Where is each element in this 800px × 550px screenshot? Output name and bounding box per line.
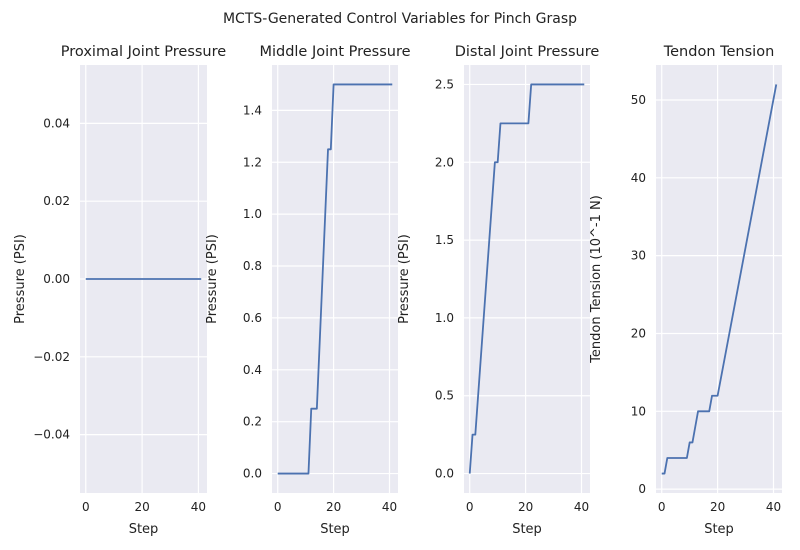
- y-tick-label: 0.4: [243, 363, 262, 377]
- figure-title: MCTS-Generated Control Variables for Pin…: [223, 11, 577, 27]
- y-tick-label: −0.02: [33, 350, 70, 364]
- x-tick-label: 0: [274, 500, 282, 514]
- y-tick-label: 0.0: [435, 467, 454, 481]
- y-tick-label: 0.00: [43, 272, 70, 286]
- y-tick-label: 1.0: [435, 311, 454, 325]
- y-tick-label: 0.04: [43, 116, 70, 130]
- y-tick-label: 0.02: [43, 194, 70, 208]
- x-axis-label: Step: [129, 522, 159, 537]
- y-tick-label: 1.0: [243, 207, 262, 221]
- x-axis-label: Step: [704, 522, 734, 537]
- y-axis-label: Pressure (PSI): [205, 234, 220, 324]
- y-tick-label: 2.5: [435, 77, 454, 91]
- plot-area: [656, 65, 782, 493]
- y-tick-label: 0.2: [243, 415, 262, 429]
- y-tick-label: 50: [631, 93, 646, 107]
- y-tick-label: 10: [631, 404, 646, 418]
- y-tick-label: 0.0: [243, 467, 262, 481]
- panel-title: Distal Joint Pressure: [455, 44, 600, 60]
- chart-panel-4: 0 20 40 0 10 20 30 40 50 Tendon Tension Step Tendon…: [589, 44, 782, 537]
- x-tick-label: 20: [710, 500, 725, 514]
- y-axis-label: Pressure (PSI): [13, 234, 28, 324]
- chart-panel-1: 0 20 40 −0.04 −0.02 0.00 0.02 0.04 Proximal Join…: [13, 44, 226, 537]
- y-tick-label: 1.2: [243, 155, 262, 169]
- y-tick-label: 0.8: [243, 259, 262, 273]
- x-tick-label: 0: [82, 500, 90, 514]
- plot-area: [272, 65, 398, 493]
- x-tick-label: 20: [518, 500, 533, 514]
- y-tick-label: 20: [631, 326, 646, 340]
- x-tick-label: 0: [466, 500, 474, 514]
- x-tick-label: 20: [134, 500, 149, 514]
- y-tick-label: 1.4: [243, 103, 262, 117]
- x-axis-label: Step: [512, 522, 542, 537]
- x-tick-label: 40: [766, 500, 781, 514]
- y-tick-label: −0.04: [33, 428, 70, 442]
- y-axis-label: Pressure (PSI): [397, 234, 412, 324]
- y-tick-label: 40: [631, 171, 646, 185]
- y-tick-label: 0.5: [435, 389, 454, 403]
- chart-panel-2: 0 20 40 0.0 0.2 0.4 0.6 0.8 1.0 1.2 1.4 Middle Join…: [205, 44, 411, 537]
- y-tick-label: 0: [638, 482, 646, 496]
- x-tick-label: 40: [382, 500, 397, 514]
- series-line-1: [661, 84, 778, 475]
- y-tick-label: 2.0: [435, 155, 454, 169]
- panel-title: Middle Joint Pressure: [259, 44, 410, 60]
- panel-title: Tendon Tension: [663, 44, 775, 60]
- series-line-1: [277, 83, 393, 475]
- chart-panel-3: 0 20 40 0.0 0.5 1.0 1.5 2.0 2.5 Distal Joint Pres…: [397, 44, 599, 537]
- plot-area: [464, 65, 590, 493]
- y-tick-label: 1.5: [435, 233, 454, 247]
- x-tick-label: 40: [574, 500, 589, 514]
- y-tick-label: 30: [631, 249, 646, 263]
- series-line-1: [468, 83, 585, 474]
- x-tick-label: 20: [326, 500, 341, 514]
- x-tick-label: 0: [658, 500, 666, 514]
- x-axis-label: Step: [320, 522, 350, 537]
- panel-title: Proximal Joint Pressure: [61, 44, 226, 60]
- y-axis-label: Tendon Tension (10^-1 N): [589, 195, 604, 364]
- y-tick-label: 0.6: [243, 311, 262, 325]
- x-tick-label: 40: [191, 500, 206, 514]
